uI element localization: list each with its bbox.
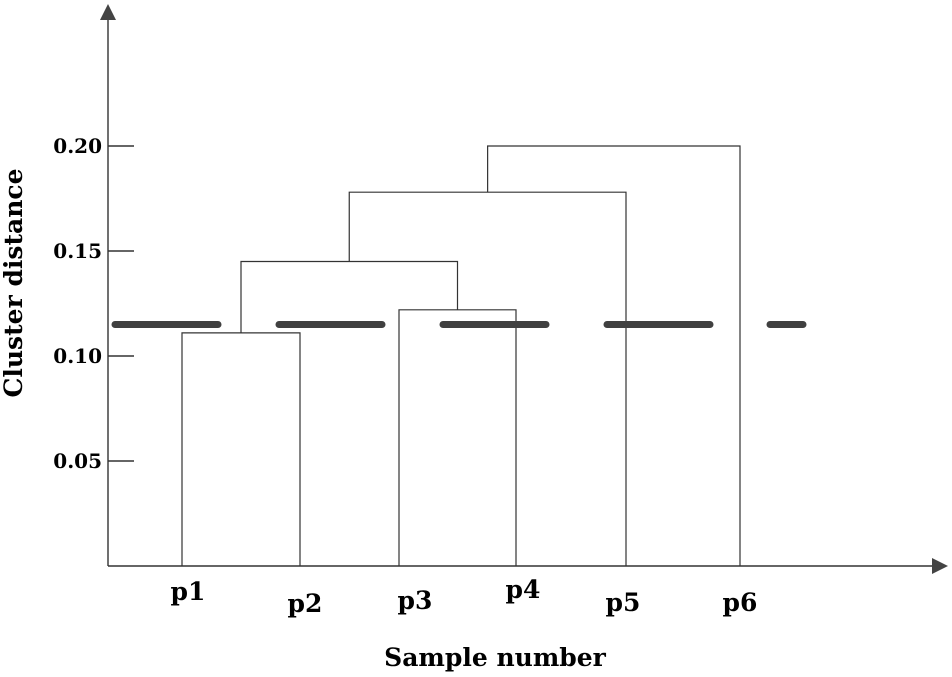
y-tick-label: 0.15 bbox=[53, 239, 102, 263]
leaf-label-p1: p1 bbox=[171, 577, 206, 606]
leaf-label-p6: p6 bbox=[723, 588, 758, 617]
y-ticks: 0.05 0.10 0.15 0.20 bbox=[53, 134, 134, 473]
y-axis-title: Cluster distance bbox=[0, 168, 28, 397]
leaf-label-p5: p5 bbox=[606, 588, 641, 617]
leaf-label-p2: p2 bbox=[288, 589, 323, 618]
leaf-label-p4: p4 bbox=[506, 575, 541, 604]
merge-link bbox=[398, 309, 517, 566]
leaf-label-p3: p3 bbox=[398, 586, 433, 615]
y-axis-arrow-icon bbox=[100, 4, 116, 20]
y-tick-label: 0.10 bbox=[53, 344, 102, 368]
y-tick-label: 0.05 bbox=[53, 449, 102, 473]
x-axis-title: Sample number bbox=[384, 643, 606, 672]
merge-link bbox=[487, 145, 741, 566]
axes bbox=[100, 4, 948, 574]
leaf-labels: p1 p2 p3 p4 p5 p6 bbox=[171, 575, 758, 618]
x-axis-arrow-icon bbox=[932, 558, 948, 574]
merge-link bbox=[181, 332, 301, 566]
dendrogram-links bbox=[181, 145, 741, 566]
merge-link bbox=[348, 191, 627, 566]
y-tick-label: 0.20 bbox=[53, 134, 102, 158]
